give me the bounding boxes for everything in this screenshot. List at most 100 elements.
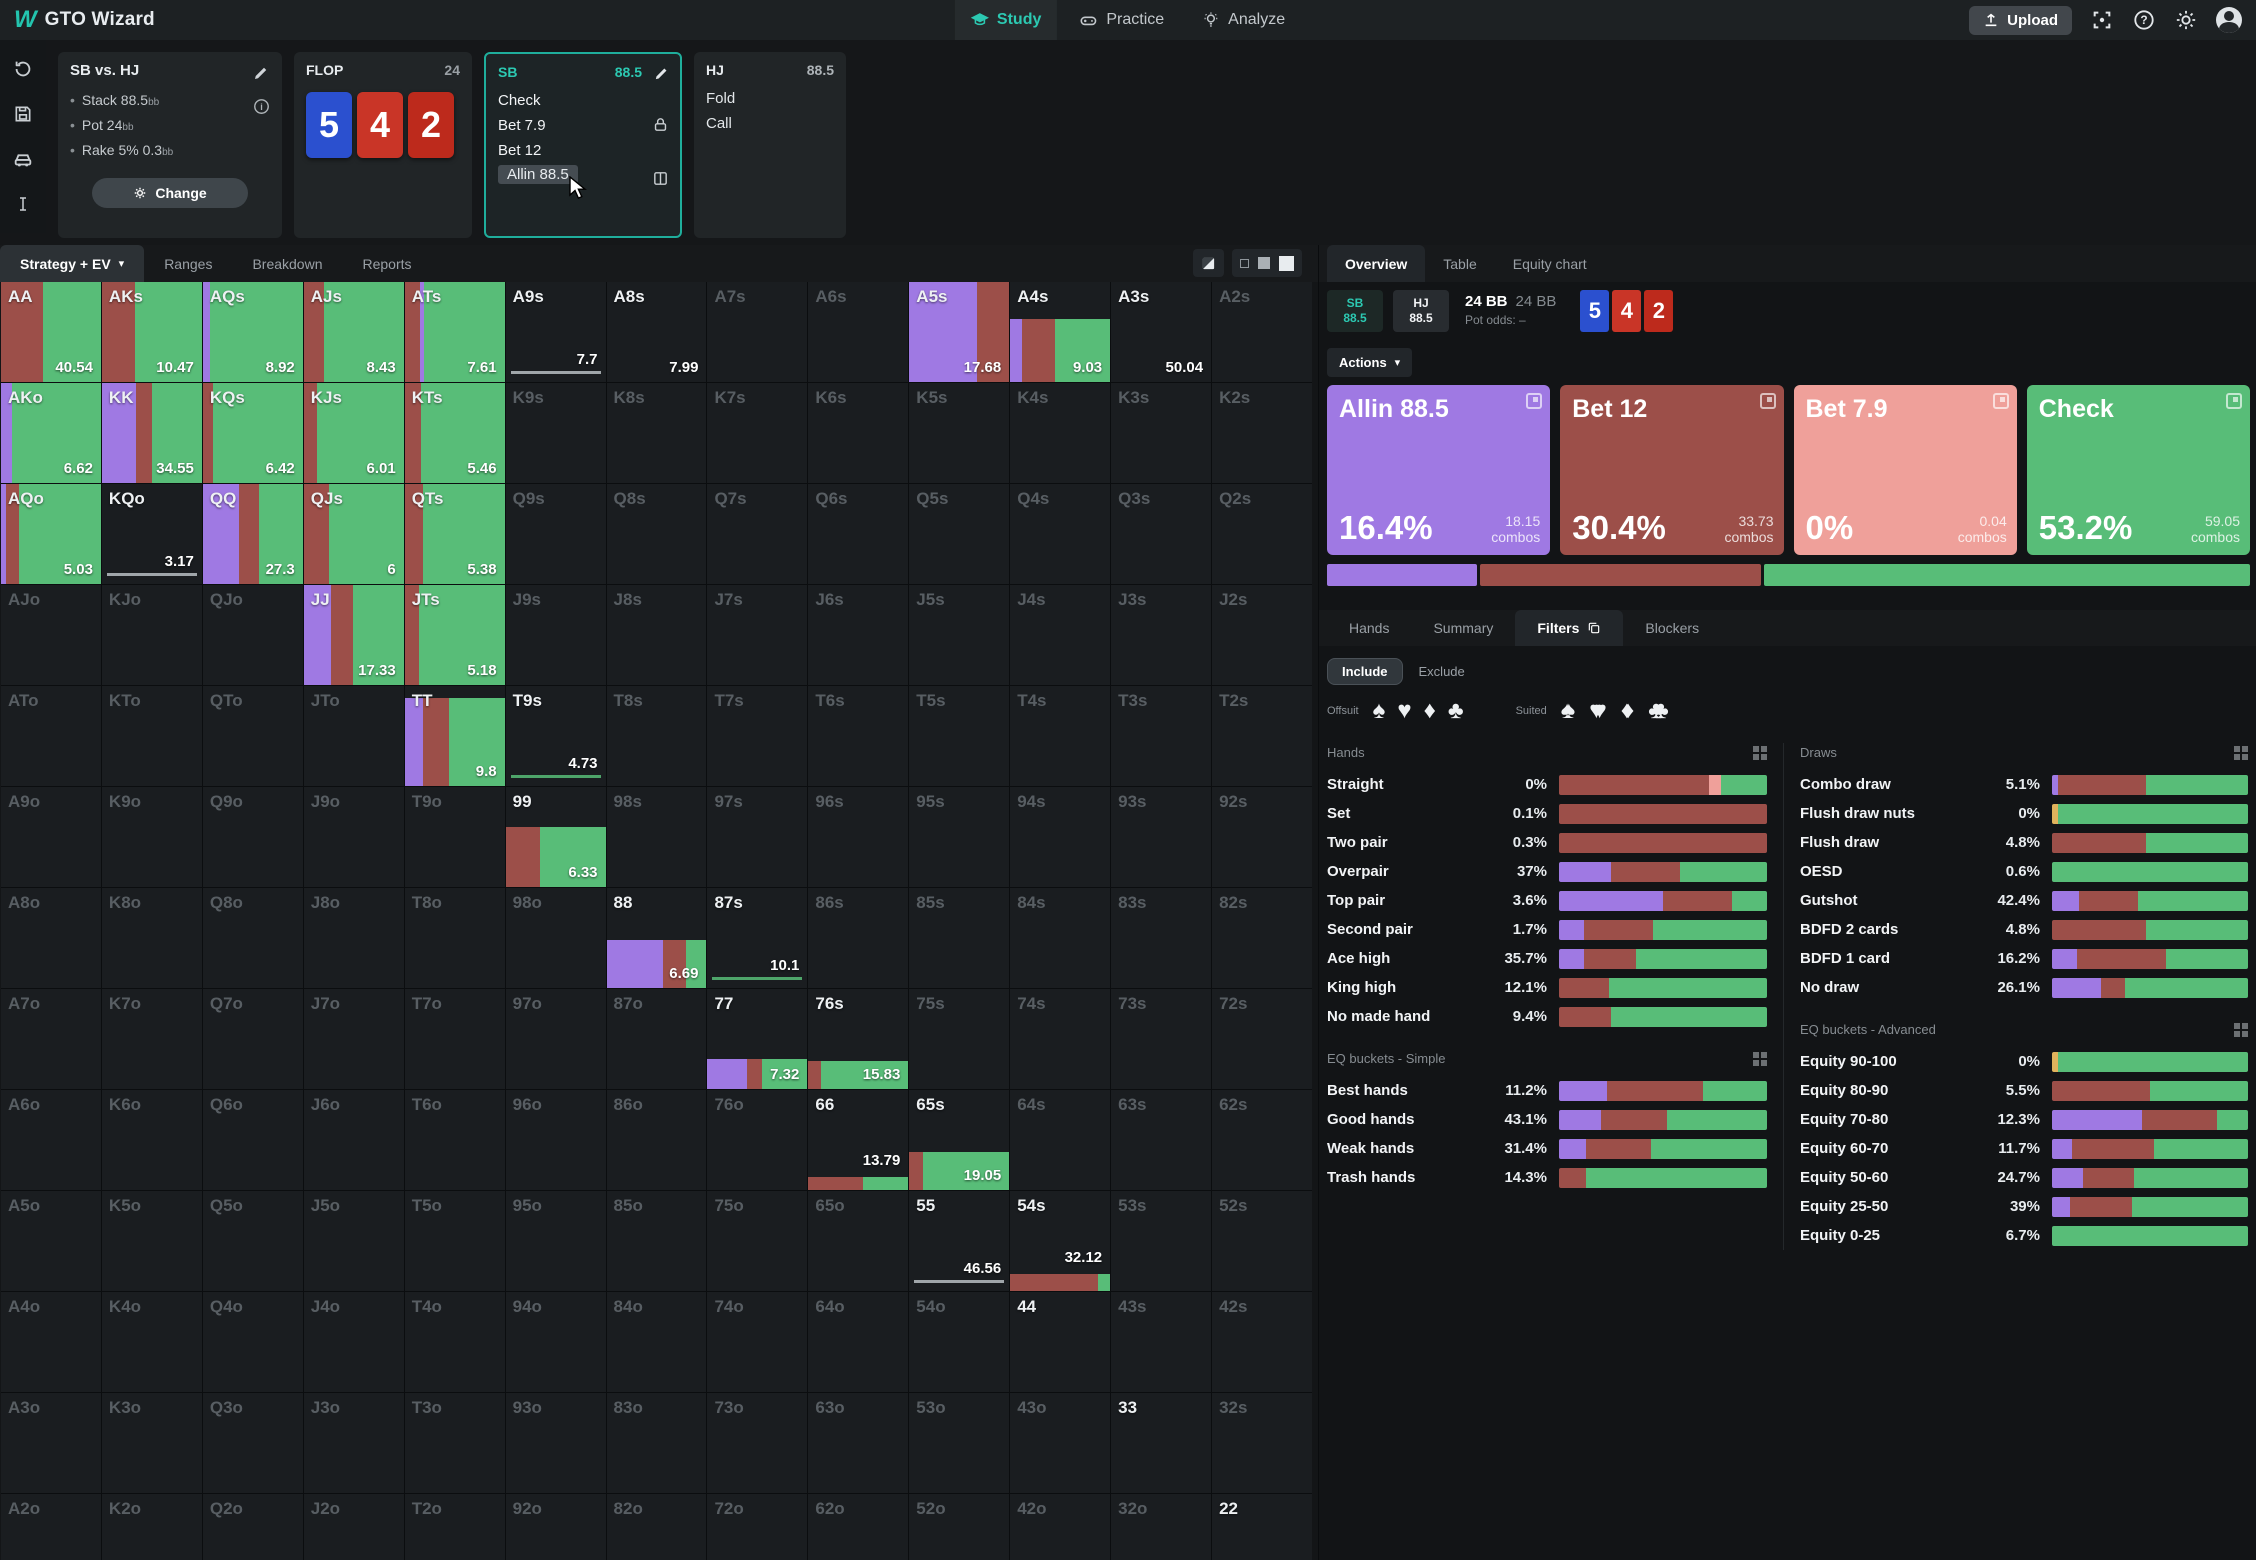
matrix-cell-JTo[interactable]: JTo [303, 686, 404, 786]
matrix-cell-AQs[interactable]: AQs 8.92 [202, 282, 303, 382]
matrix-cell-62s[interactable]: 62s [1212, 1090, 1312, 1190]
filter-row-equity-50-60[interactable]: Equity 50-60 24.7% [1800, 1163, 2248, 1192]
matrix-cell-76s[interactable]: 76s 15.83 [808, 989, 909, 1089]
matrix-cell-75s[interactable]: 75s [909, 989, 1010, 1089]
matrix-cell-T2o[interactable]: T2o [404, 1494, 505, 1560]
nav-practice[interactable]: Practice [1063, 0, 1180, 40]
hj-badge[interactable]: HJ 88.5 [1393, 290, 1449, 332]
matrix-cell-82s[interactable]: 82s [1212, 888, 1312, 988]
matrix-cell-94s[interactable]: 94s [1010, 787, 1111, 887]
matrix-cell-88[interactable]: 88 6.69 [606, 888, 707, 988]
matrix-cell-ATo[interactable]: ATo [1, 686, 101, 786]
include-toggle[interactable]: Include [1327, 658, 1403, 685]
matrix-cell-44[interactable]: 44 [1010, 1292, 1111, 1392]
grid-size-medium-icon[interactable] [1258, 257, 1270, 269]
matrix-cell-Q4s[interactable]: Q4s [1010, 484, 1111, 584]
grid-toggle-icon[interactable] [1753, 745, 1767, 760]
matrix-cell-A6o[interactable]: A6o [1, 1090, 101, 1190]
matrix-cell-93s[interactable]: 93s [1111, 787, 1212, 887]
sb-action-item[interactable]: Bet 7.9 [498, 117, 546, 134]
suited-suit-icon[interactable]: ♣ ♣ [1648, 697, 1669, 724]
matrix-cell-Q5o[interactable]: Q5o [202, 1191, 303, 1291]
matrix-cell-J2s[interactable]: J2s [1212, 585, 1312, 685]
matrix-cell-Q5s[interactable]: Q5s [909, 484, 1010, 584]
matrix-cell-A8s[interactable]: A8s 7.99 [606, 282, 707, 382]
matrix-cell-A5o[interactable]: A5o [1, 1191, 101, 1291]
expand-icon[interactable] [1759, 393, 1776, 409]
matrix-cell-K6o[interactable]: K6o [101, 1090, 202, 1190]
matrix-cell-64o[interactable]: 64o [808, 1292, 909, 1392]
matrix-cell-65o[interactable]: 65o [808, 1191, 909, 1291]
matrix-cell-T3s[interactable]: T3s [1111, 686, 1212, 786]
edit-pencil-icon[interactable] [252, 64, 270, 82]
offsuit-suit-icon[interactable]: ♦ [1423, 697, 1436, 724]
matrix-cell-54s[interactable]: 54s 32.12 [1010, 1191, 1111, 1291]
matrix-cell-KQo[interactable]: KQo 3.17 [101, 484, 202, 584]
brand[interactable]: W GTO Wizard [14, 8, 155, 32]
action-card-check[interactable]: Check 53.2% 59.05 combos [2026, 385, 2250, 555]
matrix-cell-J3s[interactable]: J3s [1111, 585, 1212, 685]
matrix-cell-Q7s[interactable]: Q7s [707, 484, 808, 584]
range-book-icon[interactable] [652, 170, 669, 187]
subtab-hands[interactable]: Hands [1349, 620, 1390, 636]
matrix-cell-T4s[interactable]: T4s [1010, 686, 1111, 786]
matrix-cell-K6s[interactable]: K6s [808, 383, 909, 483]
matrix-cell-94o[interactable]: 94o [505, 1292, 606, 1392]
matrix-cell-AQo[interactable]: AQo 5.03 [1, 484, 101, 584]
matrix-cell-53o[interactable]: 53o [909, 1393, 1010, 1493]
matrix-cell-Q8o[interactable]: Q8o [202, 888, 303, 988]
matrix-cell-42s[interactable]: 42s [1212, 1292, 1312, 1392]
matrix-cell-T9o[interactable]: T9o [404, 787, 505, 887]
matrix-cell-QJo[interactable]: QJo [202, 585, 303, 685]
matrix-cell-73s[interactable]: 73s [1111, 989, 1212, 1089]
upload-button[interactable]: Upload [1969, 5, 2072, 35]
matrix-cell-66[interactable]: 66 13.79 [808, 1090, 909, 1190]
matrix-cell-84s[interactable]: 84s [1010, 888, 1111, 988]
matrix-cell-KK[interactable]: KK 34.55 [101, 383, 202, 483]
matrix-cell-96o[interactable]: 96o [505, 1090, 606, 1190]
matrix-cell-55[interactable]: 55 46.56 [909, 1191, 1010, 1291]
matrix-cell-T5s[interactable]: T5s [909, 686, 1010, 786]
filter-row-equity-60-70[interactable]: Equity 60-70 11.7% [1800, 1134, 2248, 1163]
actions-dropdown[interactable]: Actions ▾ [1327, 348, 1413, 377]
matrix-cell-97o[interactable]: 97o [505, 989, 606, 1089]
matrix-cell-75o[interactable]: 75o [707, 1191, 808, 1291]
matrix-cell-J6s[interactable]: J6s [808, 585, 909, 685]
matrix-cell-72o[interactable]: 72o [707, 1494, 808, 1560]
matrix-cell-QTs[interactable]: QTs 5.38 [404, 484, 505, 584]
matrix-cell-99[interactable]: 99 6.33 [505, 787, 606, 887]
matrix-cell-87o[interactable]: 87o [606, 989, 707, 1089]
matrix-cell-J8s[interactable]: J8s [606, 585, 707, 685]
tab-reports[interactable]: Reports [362, 255, 412, 272]
filter-row-top-pair[interactable]: Top pair 3.6% [1327, 886, 1767, 915]
matrix-cell-AKo[interactable]: AKo 6.62 [1, 383, 101, 483]
lock-icon[interactable] [652, 116, 669, 133]
filter-row-combo-draw[interactable]: Combo draw 5.1% [1800, 770, 2248, 799]
filter-row-flush-draw-nuts[interactable]: Flush draw nuts 0% [1800, 799, 2248, 828]
matrix-cell-73o[interactable]: 73o [707, 1393, 808, 1493]
matrix-cell-22[interactable]: 22 [1212, 1494, 1312, 1560]
offsuit-suit-icon[interactable]: ♠ [1372, 697, 1386, 724]
matrix-cell-J9o[interactable]: J9o [303, 787, 404, 887]
matrix-cell-KJo[interactable]: KJo [101, 585, 202, 685]
tab-overview[interactable]: Overview [1327, 245, 1426, 282]
sb-action-item[interactable]: Bet 12 [498, 142, 542, 159]
info-icon[interactable]: i [253, 98, 270, 115]
matrix-cell-52o[interactable]: 52o [909, 1494, 1010, 1560]
tab-ranges[interactable]: Ranges [164, 255, 213, 272]
matrix-cell-KTo[interactable]: KTo [101, 686, 202, 786]
matrix-cell-K2o[interactable]: K2o [101, 1494, 202, 1560]
subtab-summary[interactable]: Summary [1433, 620, 1494, 636]
matrix-cell-K4s[interactable]: K4s [1010, 383, 1111, 483]
matrix-cell-Q9o[interactable]: Q9o [202, 787, 303, 887]
matrix-cell-TT[interactable]: TT 9.8 [404, 686, 505, 786]
tab-breakdown[interactable]: Breakdown [252, 255, 323, 272]
matrix-cell-A7s[interactable]: A7s [707, 282, 808, 382]
matrix-cell-J5o[interactable]: J5o [303, 1191, 404, 1291]
matrix-cell-T2s[interactable]: T2s [1212, 686, 1312, 786]
matrix-cell-ATs[interactable]: ATs 7.61 [404, 282, 505, 382]
suited-suit-icon[interactable]: ♦ ♦ [1620, 697, 1635, 724]
matrix-cell-Q6s[interactable]: Q6s [808, 484, 909, 584]
matrix-cell-82o[interactable]: 82o [606, 1494, 707, 1560]
matrix-cell-T3o[interactable]: T3o [404, 1393, 505, 1493]
